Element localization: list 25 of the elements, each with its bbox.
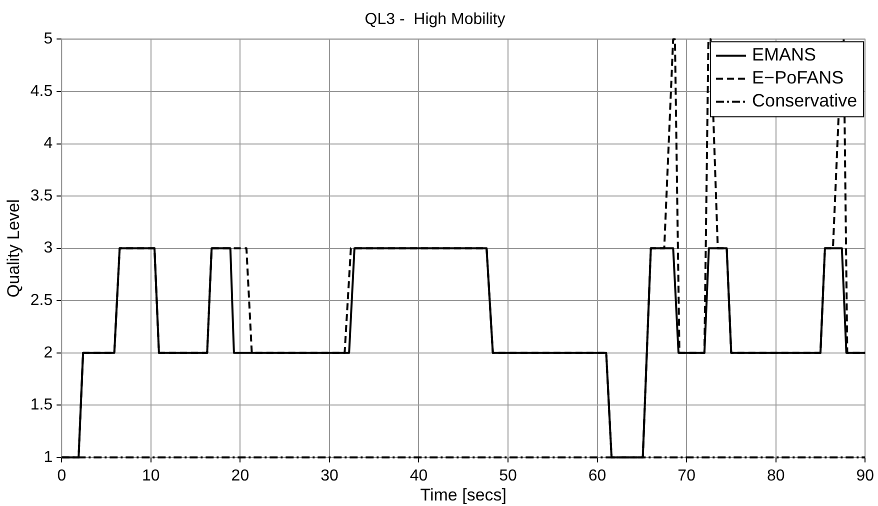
- legend-label: Conservative: [752, 90, 858, 111]
- y-tick-label: 4: [44, 135, 53, 152]
- y-tick-label: 2.5: [30, 292, 53, 309]
- x-tick-label: 70: [678, 467, 696, 484]
- y-tick-label: 1.5: [30, 396, 53, 414]
- x-tick-label: 90: [856, 467, 874, 484]
- chart-title: QL3 - High Mobility: [364, 11, 506, 28]
- y-tick-label: 3: [44, 240, 53, 257]
- y-tick-label: 3.5: [30, 187, 53, 204]
- x-tick-label: 20: [231, 467, 250, 484]
- y-tick-label: 4.5: [30, 82, 53, 100]
- x-tick-label: 0: [57, 467, 66, 484]
- x-tick-label: 50: [499, 467, 518, 484]
- x-axis-title: Time [secs]: [420, 485, 507, 504]
- y-tick-label: 2: [44, 344, 53, 362]
- legend-label: EMANS: [752, 44, 816, 65]
- x-tick-label: 40: [410, 467, 428, 484]
- x-tick-label: 10: [142, 467, 160, 484]
- legend-label: E−PoFANS: [752, 68, 844, 88]
- y-axis-title: Quality Level: [4, 199, 23, 298]
- x-tick-label: 30: [320, 467, 338, 484]
- y-tick-label: 5: [44, 30, 53, 48]
- y-tick-label: 1: [44, 448, 53, 466]
- x-tick-label: 60: [588, 467, 606, 484]
- x-tick-label: 80: [766, 467, 785, 484]
